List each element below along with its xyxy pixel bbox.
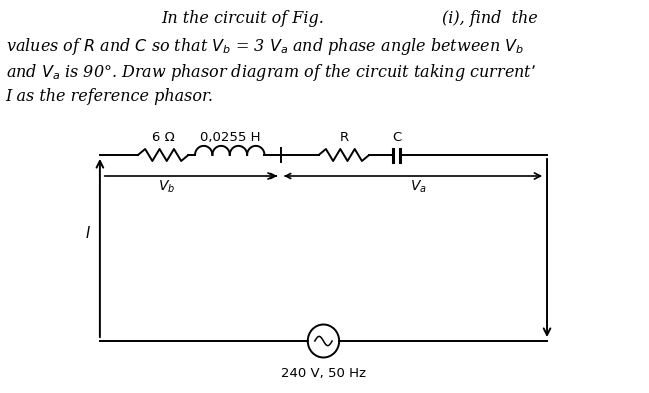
Text: (i), find  the: (i), find the (442, 10, 538, 27)
Text: $V_b$: $V_b$ (158, 179, 175, 195)
Text: $V_a$: $V_a$ (410, 179, 427, 195)
Text: 240 V, 50 Hz: 240 V, 50 Hz (281, 367, 366, 380)
Text: 0,0255 H: 0,0255 H (199, 131, 260, 144)
Text: In the circuit of Fig.: In the circuit of Fig. (161, 10, 324, 27)
Text: C: C (392, 131, 401, 144)
Text: R: R (339, 131, 349, 144)
Text: I: I (86, 226, 90, 241)
Text: and $V_a$ is 90°. Draw phasor diagram of the circuit taking current’: and $V_a$ is 90°. Draw phasor diagram of… (6, 62, 535, 83)
Text: I as the reference phasor.: I as the reference phasor. (6, 88, 214, 105)
Text: 6 Ω: 6 Ω (152, 131, 175, 144)
Text: values of $R$ and $C$ so that $V_b$ = 3 $V_a$ and phase angle between $V_b$: values of $R$ and $C$ so that $V_b$ = 3 … (6, 36, 524, 57)
